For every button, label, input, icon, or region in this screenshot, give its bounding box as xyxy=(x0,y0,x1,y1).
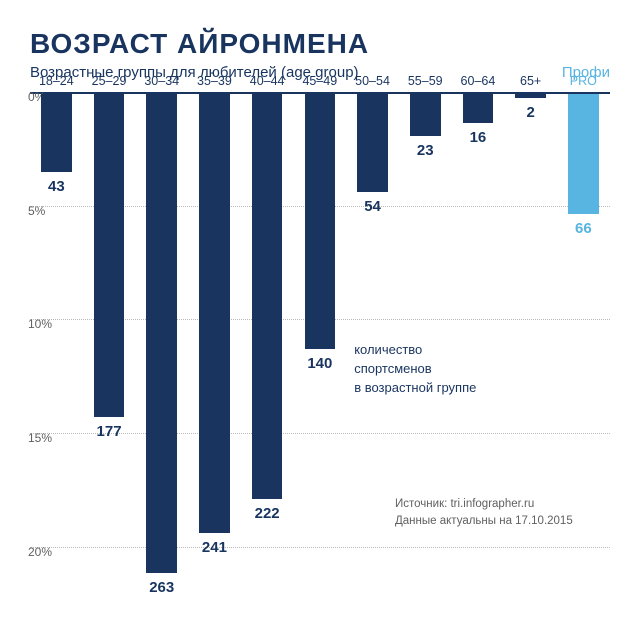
bar-label: 45–49 xyxy=(294,74,347,88)
bar-value: 241 xyxy=(188,539,241,556)
bar-label: 18–24 xyxy=(30,74,83,88)
caption-line: в возрастной группе xyxy=(354,380,476,395)
bar xyxy=(357,94,388,192)
bar xyxy=(199,94,230,533)
bar-value: 177 xyxy=(83,423,136,440)
bar-label: 35–39 xyxy=(188,74,241,88)
bar-label: 30–34 xyxy=(135,74,188,88)
bar-label: 55–59 xyxy=(399,74,452,88)
bar-value: 16 xyxy=(452,129,505,146)
bar-value: 263 xyxy=(135,579,188,596)
bar-value: 54 xyxy=(346,198,399,215)
caption-line: спортсменов xyxy=(354,361,432,376)
bar-group-g18_24: 18–2443 xyxy=(30,92,83,592)
bar xyxy=(252,94,283,499)
bar-value: 222 xyxy=(241,505,294,522)
bar-group-g45_49: 45–49140 xyxy=(294,92,347,592)
source-link[interactable]: tri.infographer.ru xyxy=(450,498,534,510)
source-prefix: Источник: xyxy=(395,498,450,510)
bar xyxy=(410,94,441,136)
bar-label: 65+ xyxy=(504,74,557,88)
value-caption: количество спортсменов в возрастной груп… xyxy=(354,341,476,398)
bar-group-g40_44: 40–44222 xyxy=(241,92,294,592)
bar-label: 60–64 xyxy=(452,74,505,88)
source-note: Источник: tri.infographer.ru Данные акту… xyxy=(395,496,573,531)
bar xyxy=(463,94,494,123)
bar-value: 23 xyxy=(399,142,452,159)
bar-value: 66 xyxy=(557,220,610,237)
bar xyxy=(515,94,546,98)
bar xyxy=(146,94,177,573)
bar-label: 50–54 xyxy=(346,74,399,88)
source-date: Данные актуальны на 17.10.2015 xyxy=(395,515,573,527)
bar-value: 140 xyxy=(294,355,347,372)
bar xyxy=(41,94,72,172)
bar-group-g25_29: 25–29177 xyxy=(83,92,136,592)
bar-group-g30_34: 30–34263 xyxy=(135,92,188,592)
bar-label: 25–29 xyxy=(83,74,136,88)
bar-value: 2 xyxy=(504,104,557,121)
bar xyxy=(568,94,599,214)
bar-value: 43 xyxy=(30,178,83,195)
bar xyxy=(94,94,125,417)
bar xyxy=(305,94,336,349)
bar-label: PRO xyxy=(557,74,610,88)
bar-group-g35_39: 35–39241 xyxy=(188,92,241,592)
caption-line: количество xyxy=(354,342,422,357)
page-title: ВОЗРАСТ АЙРОНМЕНА xyxy=(30,28,369,60)
bar-label: 40–44 xyxy=(241,74,294,88)
